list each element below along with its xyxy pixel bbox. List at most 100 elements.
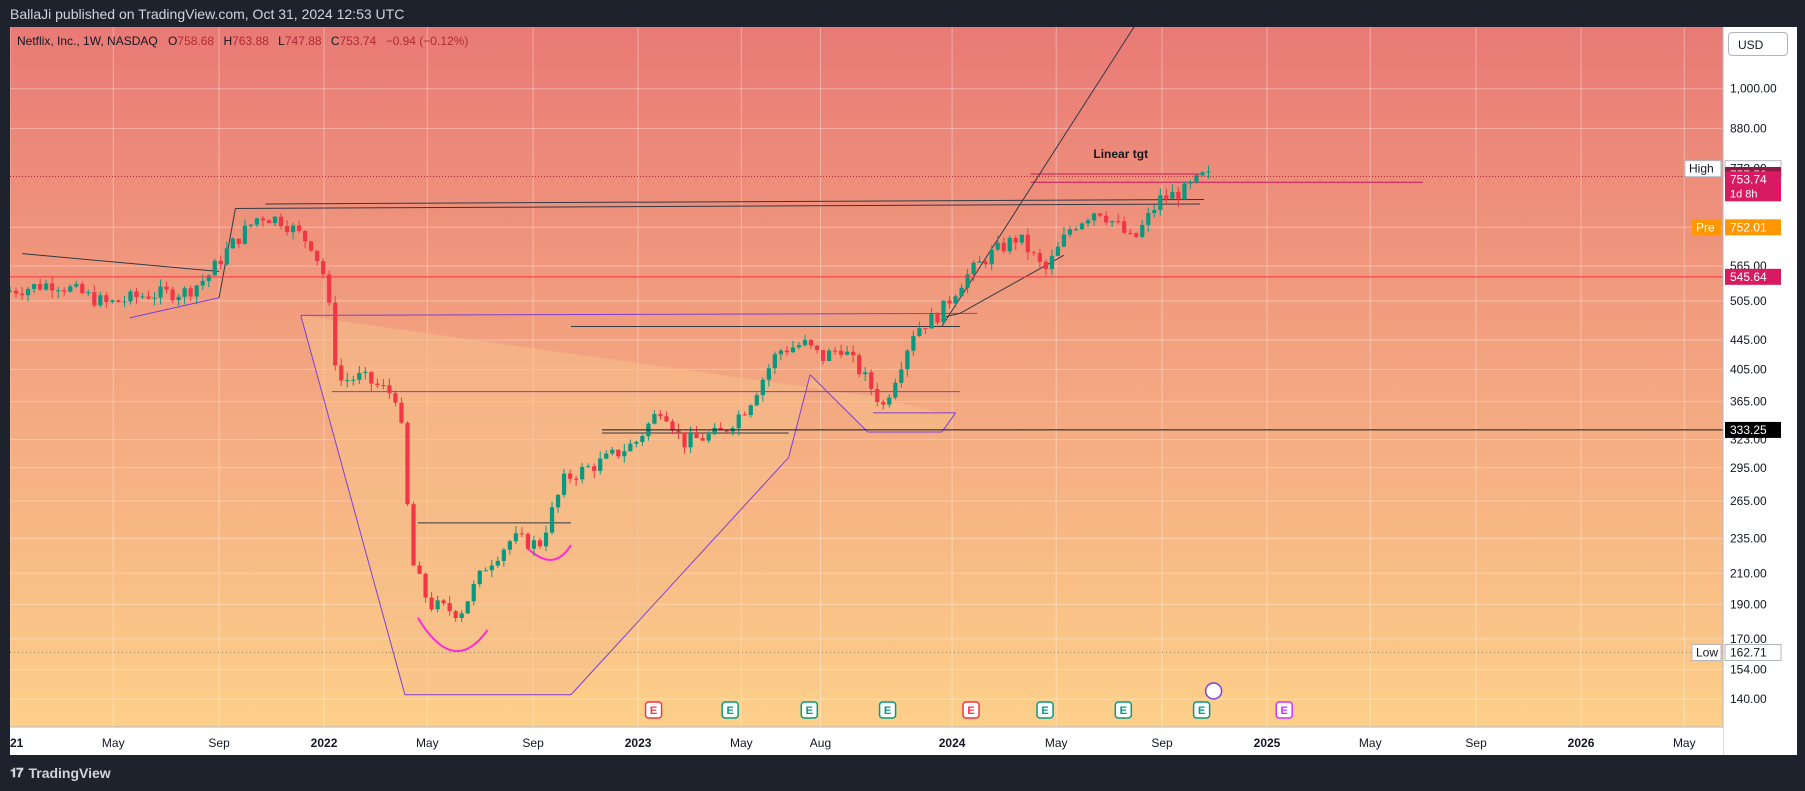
candle-body: [941, 300, 946, 323]
candle-body: [254, 218, 260, 225]
trend-line: [570, 457, 790, 696]
candle-body: [778, 350, 784, 355]
earnings-marker-icon[interactable]: E: [721, 701, 739, 719]
price-badge-box: [1725, 268, 1781, 285]
candle-body: [357, 372, 362, 380]
candle-body: [1013, 237, 1018, 243]
candle-body: [471, 584, 476, 602]
candle-body: [302, 230, 308, 242]
earnings-marker-icon[interactable]: E: [644, 701, 663, 719]
earnings-marker-icon[interactable]: E: [1036, 701, 1054, 719]
candle-body: [1128, 232, 1133, 234]
candle-body: [712, 427, 717, 435]
price-badge-box: [1725, 421, 1781, 438]
candle-body: [658, 414, 663, 417]
candle-body: [327, 274, 332, 303]
candle-body: [116, 300, 121, 303]
candle-body: [1176, 191, 1181, 200]
candle-body: [1025, 234, 1030, 253]
earnings-marker-icon[interactable]: E: [1192, 701, 1211, 719]
price-badge: 333.25: [1725, 421, 1781, 438]
candle-body: [194, 285, 199, 297]
candles-layer: [10, 165, 1211, 622]
time-tick-label: 2022: [311, 736, 338, 750]
candle-body: [459, 613, 464, 619]
candle-body: [290, 225, 296, 233]
candle-body: [537, 540, 543, 547]
candle-body: [1170, 191, 1175, 199]
time-tick-label: 2021: [10, 736, 24, 750]
candle-body: [122, 301, 127, 303]
candle-body: [507, 541, 512, 550]
price-badge-tag: [1684, 160, 1722, 178]
earnings-marker-box: [721, 701, 739, 719]
candle-body: [586, 466, 591, 468]
candle-body: [736, 414, 741, 429]
candle-body: [110, 300, 115, 303]
earnings-marker-icon[interactable]: E: [1275, 701, 1293, 719]
candle-body: [923, 328, 928, 330]
earnings-marker-icon[interactable]: E: [800, 701, 819, 719]
candle-body: [152, 297, 157, 299]
earnings-marker-icon[interactable]: E: [962, 701, 980, 719]
candle-body: [742, 414, 747, 416]
candle-body: [935, 313, 940, 323]
price-badge-tag: [1692, 219, 1721, 236]
candle-body: [989, 249, 994, 265]
price-tick-label: 880.00: [1730, 121, 1767, 135]
candle-body: [1073, 229, 1079, 231]
price-tick-label: 210.00: [1730, 566, 1767, 580]
candle-body: [212, 260, 217, 276]
candle-body: [857, 355, 862, 375]
price-badge-label: Pre: [1696, 220, 1715, 234]
candle-body: [1085, 220, 1091, 224]
time-axis[interactable]: 2021 May Sep 2022 May Sep 2023 May Aug 2024 May Sep…: [10, 736, 1696, 750]
candle-body: [1110, 221, 1115, 223]
candle-body: [929, 313, 934, 329]
candle-body: [676, 430, 681, 433]
earnings-marker-letter: E: [1120, 705, 1127, 717]
candle-body: [98, 295, 103, 306]
candle-body: [278, 216, 284, 227]
price-badge-value: 752.01: [1730, 220, 1767, 234]
time-tick-label: Aug: [810, 736, 831, 750]
plot-background: [10, 27, 1723, 727]
candle-body: [25, 288, 31, 296]
annotation-label: Linear tgt: [1093, 147, 1148, 161]
earnings-marker-icon[interactable]: E: [878, 701, 897, 719]
candle-body: [640, 436, 645, 442]
candle-body: [1164, 195, 1169, 199]
earnings-marker-box: [962, 701, 980, 719]
price-tick-label: 154.00: [1730, 663, 1767, 677]
time-tick-label: 2026: [1568, 736, 1595, 750]
trend-line: [809, 374, 869, 433]
candle-body: [381, 385, 386, 387]
candle-body: [863, 372, 868, 375]
candle-body: [236, 238, 241, 244]
drawing-layer[interactable]: [21, 27, 1423, 696]
price-badge-countdown: 1d 8h: [1730, 188, 1758, 200]
currency-button[interactable]: USD: [1728, 32, 1788, 56]
time-tick-label: 2025: [1254, 736, 1281, 750]
brush-stroke-low: [416, 617, 489, 653]
cup-pattern-fill: [300, 315, 956, 695]
candle-body: [1182, 183, 1187, 200]
price-badge-value: 333.25: [1730, 423, 1767, 437]
earnings-marker-box: [1114, 701, 1133, 719]
candle-body: [851, 351, 856, 356]
candle-body: [272, 216, 278, 224]
earnings-marker-letter: E: [806, 705, 813, 717]
candle-body: [1091, 213, 1097, 221]
candle-body: [1146, 212, 1151, 225]
candle-body: [1194, 175, 1199, 183]
time-tick-label: May: [1673, 736, 1696, 750]
candle-body: [128, 291, 133, 302]
candle-body: [543, 532, 549, 547]
time-tick-label: May: [1359, 736, 1382, 750]
candle-body: [74, 284, 79, 287]
price-lines: [10, 176, 1723, 654]
earnings-marker-icon[interactable]: E: [1114, 701, 1133, 719]
